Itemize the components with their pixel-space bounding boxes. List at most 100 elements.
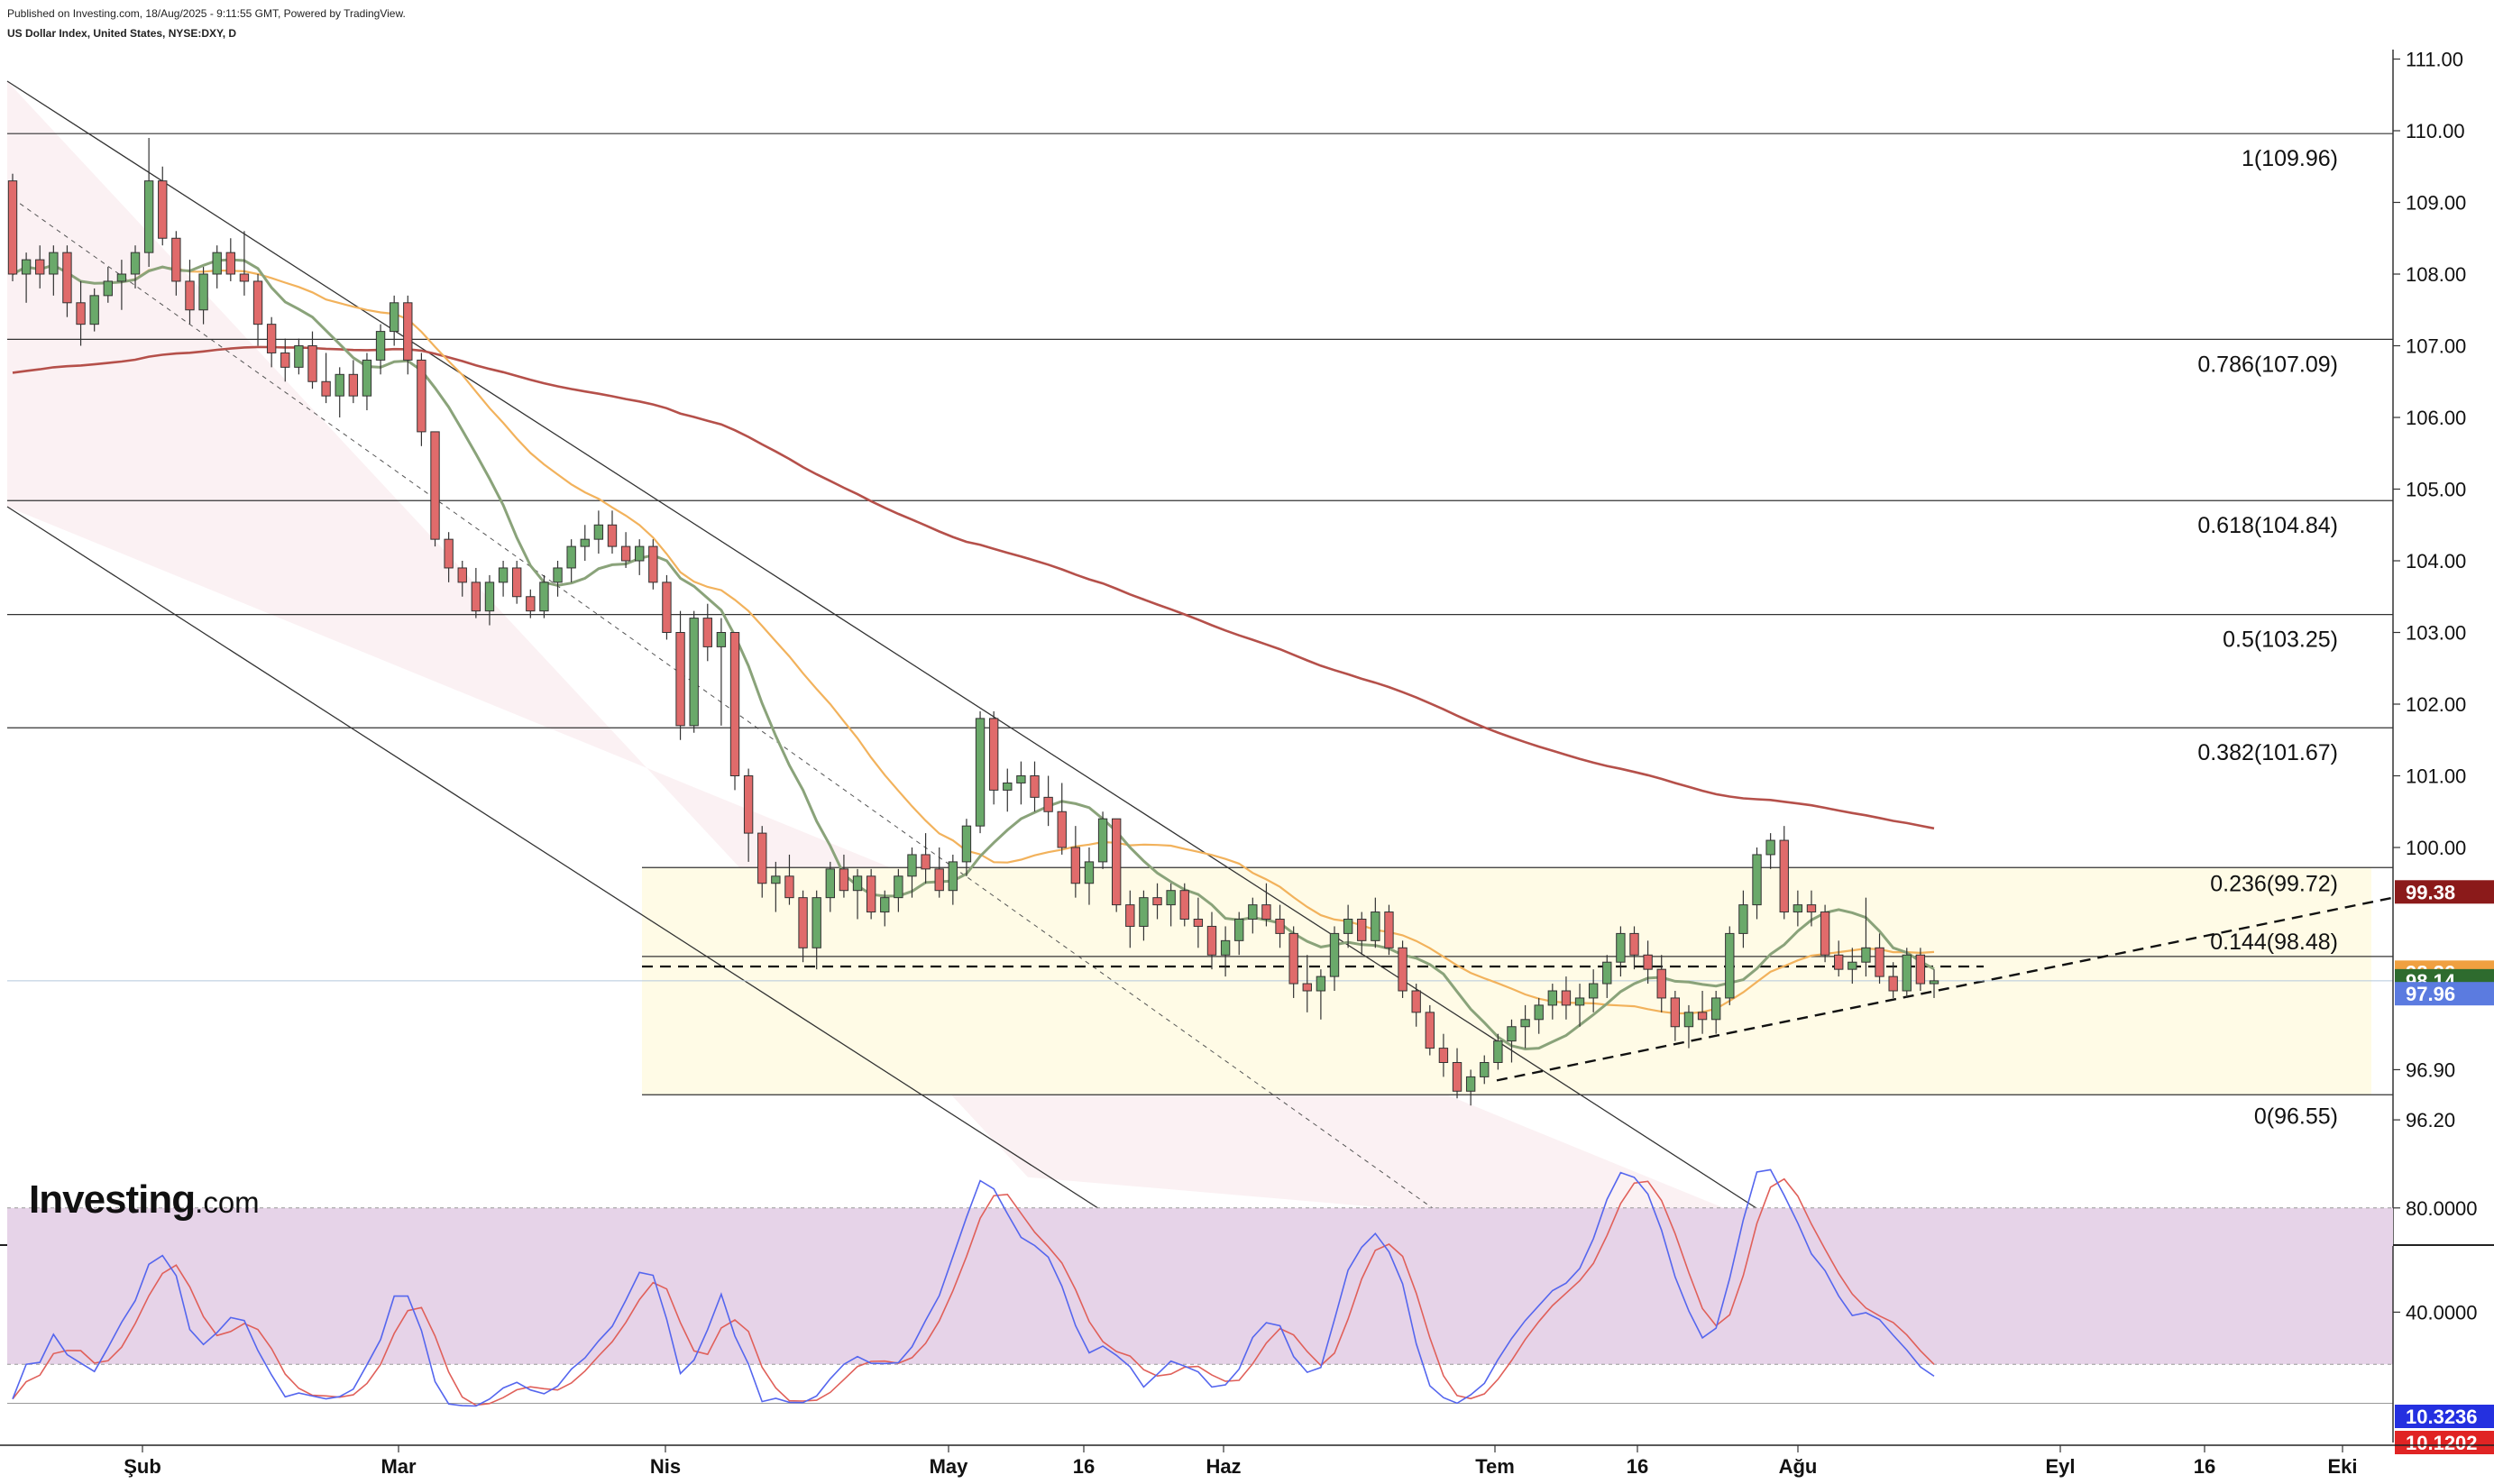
time-tick-label: Eyl — [2045, 1455, 2075, 1478]
time-tick-label: Ağu — [1779, 1455, 1818, 1478]
candle — [1343, 904, 1353, 948]
candle-body — [484, 582, 495, 612]
logo-suffix: .com — [195, 1186, 260, 1219]
candle-body — [825, 868, 835, 899]
candle — [1043, 775, 1053, 827]
candle-body — [771, 875, 781, 884]
candle — [1643, 940, 1653, 985]
candle — [593, 510, 604, 554]
candle-body — [1656, 968, 1666, 999]
price-tick-label: 106.00 — [2406, 407, 2466, 429]
candle-body — [1834, 954, 1844, 970]
stoch-badge-label: 10.3236 — [2406, 1406, 2478, 1428]
candle-body — [185, 280, 195, 311]
candle — [484, 574, 495, 626]
investing-logo: Investing.com — [29, 1177, 260, 1223]
candle — [1848, 948, 1857, 985]
channel-mid-line — [12, 197, 1484, 1245]
price-tick-label: 103.00 — [2406, 622, 2466, 645]
candle — [607, 510, 618, 554]
channel-lower-line — [6, 506, 1155, 1245]
candle-body — [158, 180, 168, 239]
candle-body — [1125, 904, 1135, 927]
candle-body — [348, 373, 359, 397]
candle-body — [1507, 1026, 1517, 1042]
candle — [49, 245, 59, 296]
candle-body — [1534, 1004, 1544, 1021]
candle — [444, 532, 454, 582]
candle-body — [1193, 919, 1204, 927]
candle — [784, 854, 794, 905]
candle — [185, 260, 195, 325]
candle-body — [1343, 919, 1353, 934]
candle — [35, 245, 45, 289]
candle-body — [1166, 890, 1176, 906]
candle-body — [1806, 904, 1817, 913]
candle — [702, 603, 712, 662]
candle — [307, 331, 317, 389]
candle-body — [743, 775, 754, 834]
candle-body — [798, 897, 808, 948]
time-tick-label: Eki — [2327, 1455, 2357, 1478]
candle-body — [1725, 932, 1735, 999]
candle-body — [1643, 954, 1653, 970]
candle-body — [321, 380, 331, 397]
candle — [757, 826, 767, 898]
candle-body — [1480, 1062, 1490, 1077]
candle-body — [1779, 839, 1789, 913]
candle — [266, 316, 277, 368]
candle — [635, 539, 645, 575]
candle — [1820, 904, 1830, 963]
price-badge-label: 99.38 — [2406, 881, 2455, 903]
candle — [934, 847, 944, 898]
candle-body — [648, 545, 658, 583]
candle-body — [7, 180, 18, 275]
candle — [417, 353, 426, 446]
candle-body — [1261, 904, 1271, 920]
price-tick-label: 96.90 — [2406, 1058, 2455, 1081]
candle — [116, 260, 127, 310]
candle — [1152, 883, 1162, 920]
candle-body — [866, 875, 876, 913]
candle-body — [1888, 976, 1898, 992]
candle — [1316, 969, 1326, 1020]
candle-body — [457, 567, 467, 583]
candle-body — [417, 359, 426, 433]
candle — [1275, 904, 1285, 948]
candle — [1493, 1033, 1503, 1070]
candle-body — [1493, 1040, 1503, 1064]
candle-body — [716, 632, 727, 647]
candle-body — [294, 345, 304, 368]
candle-body — [1861, 947, 1871, 963]
candle-body — [907, 854, 917, 877]
price-badge — [2395, 982, 2494, 1006]
candle — [921, 833, 931, 884]
candle-body — [1752, 854, 1762, 906]
candle — [294, 338, 304, 375]
candle-body — [539, 582, 549, 612]
price-tick-label: 101.00 — [2406, 765, 2466, 788]
candle — [620, 532, 631, 568]
candle-body — [607, 524, 618, 547]
price-tick-label: 96.20 — [2406, 1109, 2455, 1131]
candle-body — [1357, 919, 1367, 941]
candle — [1452, 1048, 1462, 1099]
candle-body — [76, 302, 86, 325]
candle-body — [1003, 782, 1013, 791]
candle — [212, 245, 222, 289]
candle-body — [1848, 961, 1857, 970]
candle-body — [880, 897, 890, 913]
candle — [798, 890, 808, 963]
candle-body — [934, 868, 944, 892]
price-tick-label: 111.00 — [2406, 49, 2463, 71]
candle-body — [1220, 939, 1231, 956]
time-tick-label: Haz — [1206, 1455, 1241, 1478]
candle-body — [811, 897, 821, 948]
candle-body — [1206, 925, 1217, 956]
candle — [1084, 847, 1095, 905]
candle — [729, 632, 740, 791]
candle — [1861, 897, 1871, 977]
candle-body — [62, 252, 72, 304]
candle-body — [1384, 911, 1394, 948]
